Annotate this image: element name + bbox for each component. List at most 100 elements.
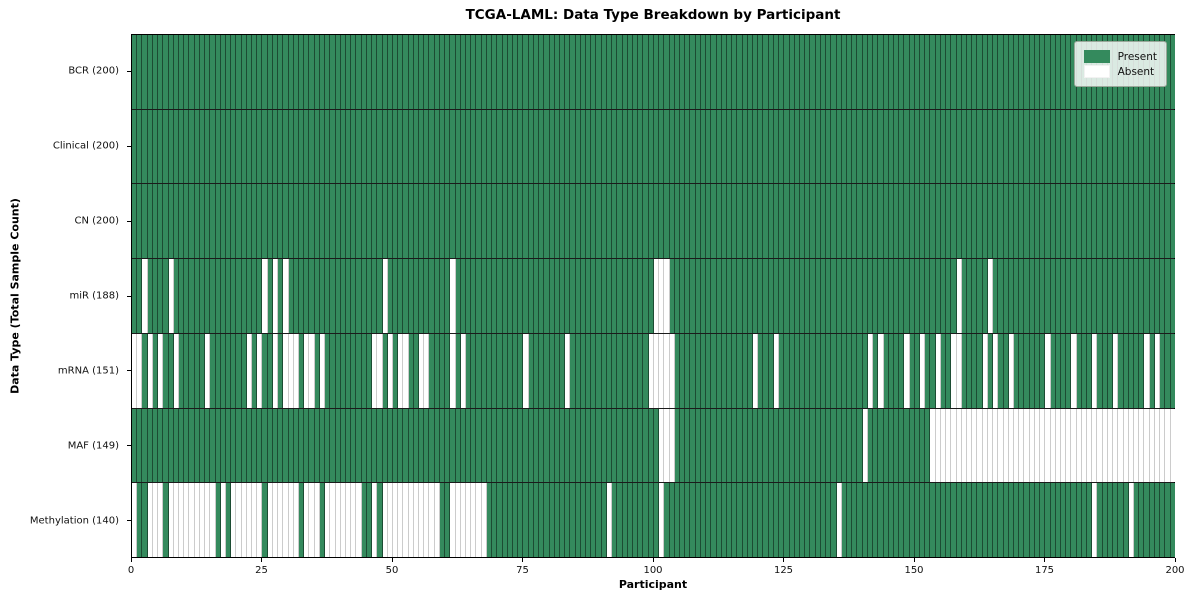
heatmap-cell [653,333,660,408]
heatmap-cell [194,483,200,558]
heatmap-cell [768,259,774,333]
heatmap-cell [972,333,978,408]
heatmap-cell [408,259,414,333]
heatmap-cell [1134,333,1140,408]
heatmap-cell [643,109,649,184]
heatmap-cell [189,333,195,408]
heatmap-cell [1144,109,1150,184]
heatmap-cell [617,408,623,483]
heatmap-cell [278,259,284,333]
heatmap-cell [1066,408,1072,483]
heatmap-cell [1071,109,1077,184]
heatmap-cell [241,483,247,558]
heatmap-cell [403,35,409,109]
heatmap-cell [1029,408,1035,483]
heatmap-cell [434,408,440,483]
heatmap-cell [690,408,696,483]
heatmap-cell [726,483,733,558]
heatmap-cell [800,333,806,408]
heatmap-cell [132,483,138,558]
heatmap-cell [1055,109,1061,184]
heatmap-row-cn [132,184,1175,260]
heatmap-cell [1113,408,1119,483]
heatmap-cell [1081,109,1088,184]
heatmap-cell [909,35,915,109]
heatmap-cell [147,109,153,184]
heatmap-cell [523,184,529,259]
heatmap-cell [591,35,597,109]
heatmap-cell [852,184,858,259]
heatmap-cell [721,259,727,333]
heatmap-cell [539,333,545,408]
heatmap-cell [1139,109,1145,184]
heatmap-cell [627,333,633,408]
heatmap-cell [951,35,957,109]
heatmap-cell [528,259,534,333]
heatmap-cell [899,408,905,483]
heatmap-cell [982,333,988,408]
heatmap-cell [152,408,159,483]
heatmap-cell [497,109,503,184]
heatmap-cell [878,35,884,109]
heatmap-cell [633,184,639,259]
heatmap-cell [586,109,592,184]
heatmap-cell [1024,184,1030,259]
heatmap-cell [888,483,894,558]
heatmap-cell [956,184,962,259]
heatmap-cell [1107,259,1114,333]
heatmap-cell [987,184,994,259]
heatmap-cell [643,184,649,259]
heatmap-cell [805,483,811,558]
heatmap-cell [700,184,707,259]
heatmap-cell [351,35,357,109]
heatmap-cell [674,184,680,259]
heatmap-cell [189,259,195,333]
heatmap-cell [967,483,973,558]
heatmap-cell [1097,483,1103,558]
heatmap-cell [1134,483,1140,558]
heatmap-cell [638,333,644,408]
heatmap-cell [267,259,273,333]
heatmap-cell [841,333,847,408]
heatmap-cell [867,408,874,483]
heatmap-cell [173,333,179,408]
heatmap-cell [1123,109,1129,184]
heatmap-cell [319,184,326,259]
heatmap-cell [883,35,889,109]
heatmap-cell [873,259,879,333]
heatmap-cell [1118,259,1124,333]
heatmap-cell [1149,259,1155,333]
heatmap-cell [643,259,649,333]
heatmap-cell [387,184,393,259]
heatmap-cell [627,483,633,558]
heatmap-cell [570,483,576,558]
heatmap-cell [716,408,722,483]
heatmap-cell [930,408,936,483]
heatmap-cell [867,184,874,259]
heatmap-cell [299,483,305,558]
heatmap-cell [1071,259,1077,333]
heatmap-cell [231,109,237,184]
heatmap-cell [1139,184,1145,259]
heatmap-cell [747,109,754,184]
heatmap-cell [523,259,529,333]
heatmap-cell [893,184,900,259]
heatmap-cell [424,408,430,483]
heatmap-cell [225,483,232,558]
heatmap-cell [956,259,962,333]
heatmap-cell [862,333,868,408]
heatmap-cell [304,184,310,259]
heatmap-cell [293,259,299,333]
heatmap-cell [544,408,550,483]
x-tick-mark [913,558,915,562]
heatmap-cell [309,408,315,483]
heatmap-cell [1149,483,1155,558]
heatmap-cell [773,483,780,558]
heatmap-cell [867,109,874,184]
heatmap-cell [351,333,357,408]
heatmap-cell [486,408,493,483]
heatmap-cell [570,259,576,333]
heatmap-cell [523,483,529,558]
heatmap-cell [920,483,926,558]
heatmap-cell [272,109,279,184]
